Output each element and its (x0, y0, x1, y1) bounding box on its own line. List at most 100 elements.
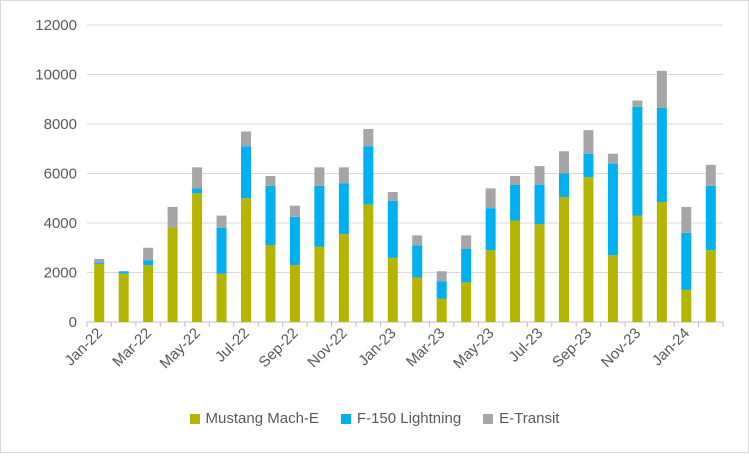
bar-segment-etransit (607, 153, 618, 164)
bar-segment-etransit (705, 164, 716, 186)
bar-segment-etransit (265, 175, 276, 186)
bar-segment-etransit (559, 151, 569, 174)
bar-segment-f150 (265, 185, 276, 246)
bar-segment-f150 (632, 106, 643, 216)
bar-segment-mustang (265, 245, 276, 322)
bar-segment-f150 (94, 262, 105, 264)
bar-segment-etransit (216, 215, 227, 228)
bar-segment-f150 (241, 146, 251, 199)
bar-segment-mustang (241, 198, 251, 322)
x-tick-label: Nov-23 (598, 325, 644, 371)
bar-segment-f150 (338, 183, 349, 235)
gridlines (87, 24, 723, 323)
bar-segment-mustang (485, 250, 496, 322)
bar-segment-f150 (583, 153, 594, 178)
x-tick-label: Jan-22 (62, 325, 106, 369)
bar-segment-etransit (363, 128, 374, 147)
bar-segment-etransit (656, 70, 667, 108)
bar-segment-etransit (338, 167, 349, 184)
bar-segment-mustang (436, 298, 447, 322)
legend-item-mustang: Mustang Mach-E (189, 410, 319, 427)
bar-segment-etransit (510, 175, 521, 185)
x-tick-label: Jan-23 (355, 325, 399, 369)
bar-segment-f150 (289, 216, 300, 266)
legend-swatch-mustang (189, 413, 200, 424)
legend: Mustang Mach-E F-150 Lightning E-Transit (0, 410, 749, 427)
bar-segment-f150 (681, 232, 692, 290)
bar-segment-f150 (192, 188, 203, 194)
x-tick-label: Jan-24 (649, 325, 693, 369)
bar-segment-etransit (143, 247, 154, 261)
bar-segment-mustang (705, 250, 716, 322)
bar-segment-mustang (607, 255, 618, 322)
bar-segment-etransit (681, 206, 692, 233)
legend-swatch-f150 (340, 413, 351, 424)
bar-segment-f150 (412, 245, 423, 278)
bar-segment-f150 (143, 260, 154, 266)
y-tick-label: 0 (69, 314, 77, 331)
bar-segment-mustang (363, 204, 374, 322)
bar-segment-etransit (632, 100, 643, 107)
bar-segment-mustang (167, 227, 178, 322)
bar-segment-etransit (192, 167, 203, 189)
bar-segment-etransit (387, 192, 398, 201)
bar-segment-f150 (705, 185, 716, 251)
y-tick-label: 8000 (44, 116, 77, 133)
bar-segment-etransit (534, 166, 545, 185)
bar-segment-mustang (510, 220, 521, 322)
bar-segment-mustang (338, 234, 349, 322)
legend-label-etransit: E-Transit (499, 410, 560, 427)
bar-segment-f150 (363, 146, 374, 205)
bar-segment-f150 (118, 271, 129, 274)
bar-segment-mustang (461, 282, 472, 322)
bar-segment-mustang (681, 289, 692, 322)
bars (94, 70, 716, 322)
bar-segment-etransit (583, 130, 594, 154)
bar-segment-mustang (118, 273, 129, 322)
bar-segment-f150 (510, 184, 521, 221)
y-tick-label: 6000 (44, 166, 77, 183)
bar-segment-etransit (436, 271, 447, 282)
bar-segment-f150 (607, 163, 618, 256)
legend-item-etransit: E-Transit (483, 410, 559, 427)
bar-segment-mustang (192, 193, 203, 322)
bar-segment-mustang (632, 215, 643, 322)
x-tick-label: Mar-23 (403, 325, 449, 371)
bar-segment-mustang (314, 246, 325, 322)
bar-segment-mustang (559, 197, 569, 322)
bar-segment-etransit (412, 235, 423, 246)
bar-segment-etransit (314, 167, 325, 186)
bar-segment-etransit (461, 235, 472, 249)
y-tick-label: 2000 (44, 265, 77, 282)
x-tick-label: Sep-23 (549, 325, 595, 371)
bar-segment-etransit (485, 188, 496, 209)
bar-segment-f150 (461, 248, 472, 283)
bar-segment-mustang (289, 265, 300, 322)
bar-segment-mustang (412, 277, 423, 322)
bar-segment-etransit (94, 258, 105, 263)
x-tick-label: May-22 (157, 325, 204, 372)
bar-segment-f150 (216, 227, 227, 274)
y-tick-label: 10000 (35, 67, 77, 84)
bar-segment-etransit (289, 205, 300, 217)
bar-segment-f150 (387, 200, 398, 258)
bar-segment-etransit (241, 131, 251, 147)
bar-segment-f150 (485, 208, 496, 251)
bar-segment-f150 (314, 185, 325, 247)
x-tick-label: Mar-22 (109, 325, 155, 371)
legend-item-f150: F-150 Lightning (340, 410, 462, 427)
bar-segment-mustang (143, 265, 154, 322)
bar-segment-f150 (436, 281, 447, 299)
bar-segment-mustang (656, 201, 667, 322)
bar-segment-f150 (656, 107, 667, 202)
x-tick-label: May-23 (450, 325, 497, 372)
x-tick-label: Jul-23 (505, 325, 546, 366)
bar-segment-mustang (583, 177, 594, 322)
bar-segment-f150 (559, 173, 569, 198)
bar-segment-mustang (387, 257, 398, 322)
bar-segment-mustang (94, 263, 105, 322)
x-tick-label: Nov-22 (304, 325, 350, 371)
legend-label-f150: F-150 Lightning (356, 410, 462, 427)
